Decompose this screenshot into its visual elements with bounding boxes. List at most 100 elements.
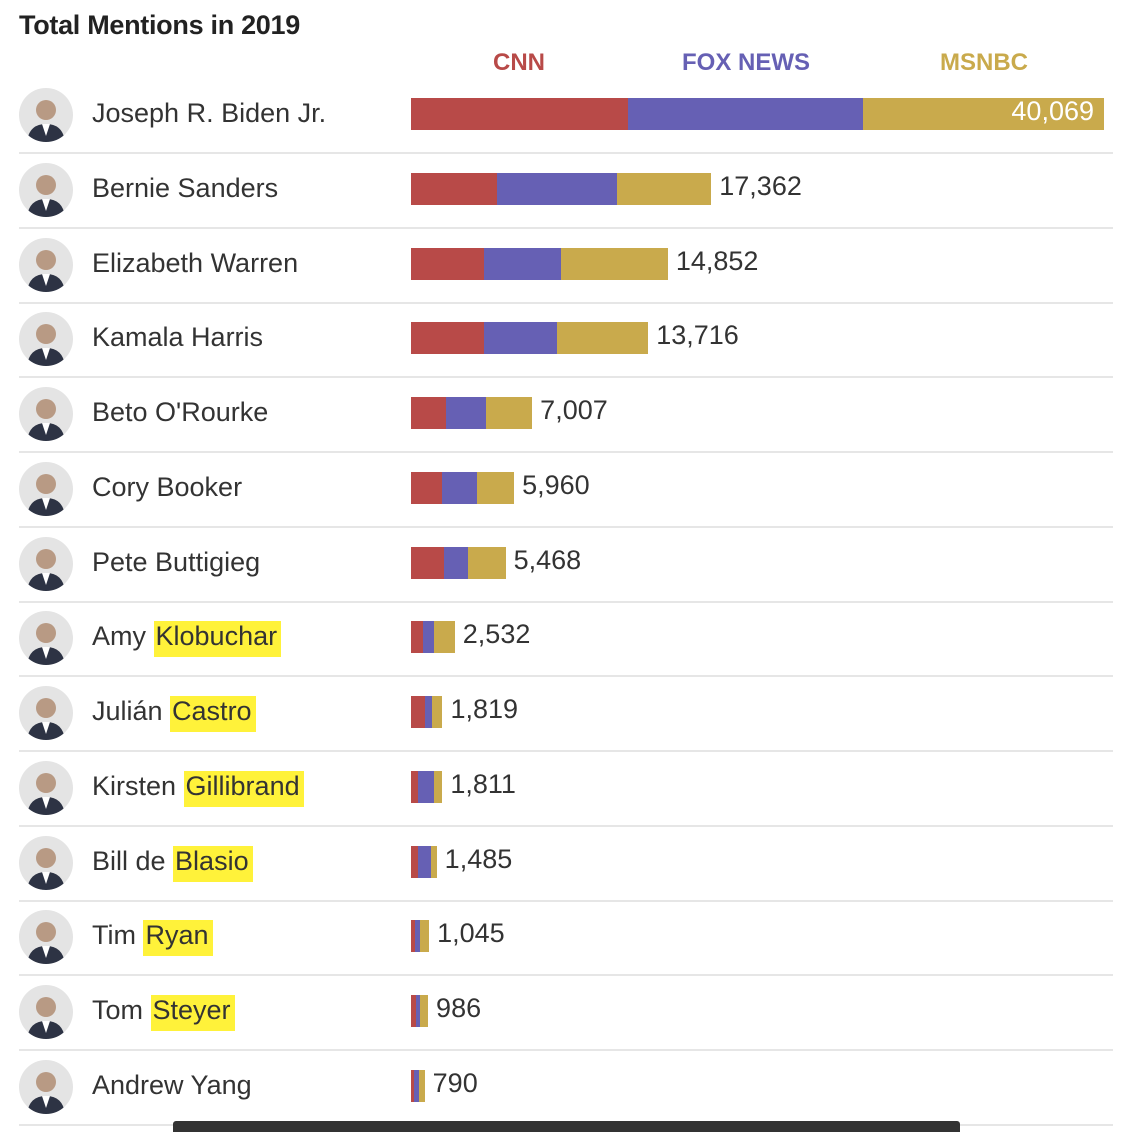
last-name: Gillibrand: [183, 770, 304, 807]
last-name: Klobuchar: [153, 621, 282, 658]
data-label: 13,716: [656, 320, 739, 351]
data-label: 7,007: [540, 395, 608, 426]
stacked-bar: [411, 995, 429, 1028]
candidate-row: Tom Steyer 986: [19, 975, 1113, 1052]
stacked-bar: [411, 920, 430, 953]
bar-segment-msnbc: [556, 322, 649, 355]
data-label: 1,819: [450, 694, 519, 725]
avatar: [19, 162, 73, 217]
candidate-row: Bill de Blasio 1,485: [19, 826, 1113, 902]
stacked-bar: [411, 770, 443, 803]
bar-segment-msnbc: [419, 995, 429, 1028]
last-name: Blasio: [173, 845, 253, 882]
first-name: Elizabeth Warren: [92, 247, 299, 278]
data-label: 986: [436, 993, 482, 1024]
bar-segment-cnn: [411, 471, 442, 504]
data-label: 1,811: [450, 768, 516, 799]
candidate-name: Tim Ryan: [92, 920, 213, 957]
bar-segment-cnn: [411, 995, 416, 1028]
bar-segment-fox-news: [483, 247, 561, 280]
person-icon: [27, 249, 65, 292]
candidate-row: Cory Booker 5,960: [19, 452, 1113, 528]
legend-msnbc: MSNBC: [940, 49, 1028, 76]
candidate-name: Bernie Sanders: [92, 173, 278, 204]
stacked-bar: [411, 471, 515, 504]
person-icon: [27, 623, 65, 666]
candidate-name: Elizabeth Warren: [92, 248, 298, 279]
bar-segment-msnbc: [468, 546, 506, 579]
bar-segment-fox-news: [496, 172, 617, 205]
person-icon: [27, 1072, 65, 1114]
bar-segment-msnbc: [616, 172, 712, 205]
stacked-bar: [411, 172, 712, 205]
data-label: 40,069: [1011, 96, 1094, 126]
avatar: [19, 536, 73, 591]
bar-segment-msnbc: [431, 696, 443, 729]
avatar: [19, 237, 73, 292]
person-icon: [27, 100, 65, 142]
candidate-row: Kirsten Gillibrand 1,811: [19, 751, 1113, 827]
chart-title: Total Mentions in 2019: [19, 10, 300, 40]
person-icon: [27, 698, 65, 741]
candidate-name: Julián Castro: [92, 696, 256, 733]
person-icon: [27, 324, 65, 367]
avatar: [19, 461, 73, 516]
bar-segment-fox-news: [422, 621, 434, 654]
stacked-bar: [411, 98, 1104, 130]
first-name: Bill de: [92, 845, 174, 876]
bar-segment-msnbc: [433, 770, 443, 803]
bar-segment-fox-news: [483, 322, 557, 355]
candidate-name: Andrew Yang: [92, 1070, 252, 1101]
candidate-row: Pete Buttigieg 5,468: [19, 527, 1113, 603]
bar-segment-msnbc: [476, 471, 515, 504]
stacked-bar: [411, 1070, 425, 1102]
last-name: Ryan: [143, 920, 213, 957]
person-icon: [27, 922, 65, 965]
data-label: 790: [432, 1068, 478, 1098]
avatar: [19, 1060, 73, 1114]
first-name: Cory Booker: [92, 471, 243, 502]
last-name: Castro: [170, 696, 256, 733]
avatar: [19, 312, 73, 367]
bar-segment-cnn: [411, 247, 484, 280]
bar-segment-fox-news: [414, 920, 420, 953]
first-name: Andrew Yang: [92, 1070, 252, 1100]
bar-segment-fox-news: [444, 546, 469, 579]
stacked-bar: [411, 696, 443, 729]
bar-segment-fox-news: [425, 696, 432, 729]
candidate-row: Bernie Sanders 17,362: [19, 153, 1113, 229]
candidate-row: Kamala Harris 13,716: [19, 302, 1113, 379]
candidate-name: Kirsten Gillibrand: [92, 770, 304, 807]
candidate-row: Amy Klobuchar 2,532: [19, 601, 1113, 678]
candidate-name: Kamala Harris: [92, 322, 263, 353]
stacked-bar: [411, 247, 668, 280]
bar-segment-fox-news: [414, 1070, 420, 1102]
avatar: [19, 760, 73, 815]
first-name: Tom: [92, 995, 151, 1026]
bar-segment-cnn: [411, 770, 418, 803]
candidate-name: Joseph R. Biden Jr.: [92, 98, 326, 129]
candidate-name: Beto O'Rourke: [92, 397, 268, 428]
data-label: 14,852: [675, 245, 759, 276]
candidate-row: Beto O'Rourke 7,007: [19, 377, 1113, 454]
avatar: [19, 985, 73, 1040]
data-label: 2,532: [462, 619, 531, 650]
candidate-name: Amy Klobuchar: [92, 621, 282, 658]
data-label: 5,468: [513, 544, 582, 575]
person-icon: [27, 772, 65, 815]
candidate-row: Elizabeth Warren 14,852: [19, 228, 1113, 304]
bar-segment-cnn: [411, 920, 415, 953]
bar-segment-msnbc: [430, 845, 437, 878]
avatar: [19, 686, 73, 741]
scrollbar[interactable]: [173, 1121, 960, 1132]
legend-fox-news: FOX NEWS: [681, 49, 811, 76]
first-name: Bernie Sanders: [92, 172, 279, 203]
bar-segment-cnn: [411, 621, 423, 654]
data-label: 1,485: [444, 843, 513, 874]
candidate-row: Tim Ryan 1,045: [19, 900, 1113, 977]
bar-segment-msnbc: [863, 98, 1104, 130]
candidate-name: Pete Buttigieg: [92, 547, 260, 578]
data-label: 1,045: [437, 918, 505, 949]
candidate-row: Julián Castro 1,819: [19, 676, 1113, 753]
bar-segment-cnn: [411, 98, 629, 130]
